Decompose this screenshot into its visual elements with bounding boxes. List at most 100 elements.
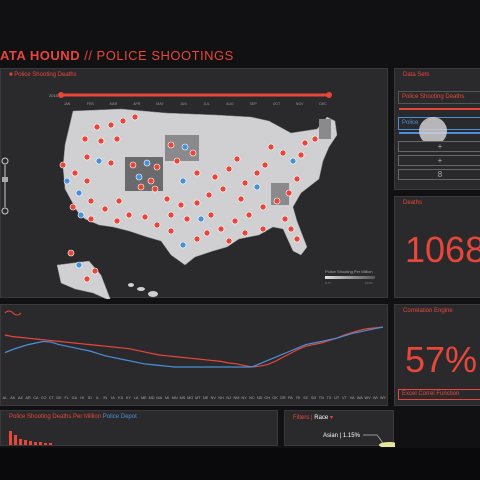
map-dot[interactable] xyxy=(167,227,175,235)
map-dot[interactable] xyxy=(301,139,309,147)
map-dot[interactable] xyxy=(293,235,301,243)
map-dot[interactable] xyxy=(59,161,67,169)
map-dot[interactable] xyxy=(197,215,205,223)
bar[interactable] xyxy=(9,431,12,445)
map-dot[interactable] xyxy=(193,169,201,177)
map-dot[interactable] xyxy=(225,237,233,245)
map-dot[interactable] xyxy=(179,241,187,249)
bar[interactable] xyxy=(49,443,52,445)
map-dot[interactable] xyxy=(153,221,161,229)
map-dot[interactable] xyxy=(231,217,239,225)
map-dot[interactable] xyxy=(237,195,245,203)
map-dot[interactable] xyxy=(107,159,115,167)
map-dot[interactable] xyxy=(293,175,301,183)
map-dot[interactable] xyxy=(273,197,281,205)
bar[interactable] xyxy=(14,435,17,445)
excel-correl-button[interactable]: Excel Correl Function xyxy=(398,389,480,400)
map-dot[interactable] xyxy=(181,143,189,151)
add-data-set-button[interactable]: + xyxy=(398,141,480,152)
map-dot[interactable] xyxy=(163,195,171,203)
map-dot[interactable] xyxy=(115,197,123,205)
map-dot[interactable] xyxy=(259,225,267,233)
filter-item-asian[interactable]: Asian | 1.15% xyxy=(323,433,360,439)
bar[interactable] xyxy=(39,442,42,445)
map-dot[interactable] xyxy=(311,135,319,143)
map-dot[interactable] xyxy=(147,177,155,185)
map-dot[interactable] xyxy=(113,217,121,225)
add-filter-button[interactable]: + xyxy=(398,155,480,166)
map-dot[interactable] xyxy=(153,163,161,171)
map-dot[interactable] xyxy=(205,191,213,199)
map-dot[interactable] xyxy=(245,211,253,219)
map-dot[interactable] xyxy=(233,155,241,163)
map-dot[interactable] xyxy=(219,185,227,193)
map-dot[interactable] xyxy=(129,161,137,169)
map-dot[interactable] xyxy=(131,113,139,121)
map-dot[interactable] xyxy=(83,177,91,185)
map-dot[interactable] xyxy=(81,135,89,143)
map-dot[interactable] xyxy=(193,235,201,243)
map-dot[interactable] xyxy=(253,169,261,177)
map-dot[interactable] xyxy=(253,183,261,191)
map-dot[interactable] xyxy=(125,211,133,219)
map-dot[interactable] xyxy=(241,179,249,187)
map-dot[interactable] xyxy=(211,173,219,181)
map-dot[interactable] xyxy=(207,211,215,219)
bar[interactable] xyxy=(34,442,37,445)
map-dot[interactable] xyxy=(167,141,175,149)
map-dot[interactable] xyxy=(183,215,191,223)
map-dot[interactable] xyxy=(193,199,201,207)
map-dot[interactable] xyxy=(137,183,145,191)
map-dot[interactable] xyxy=(287,225,295,233)
map-dot[interactable] xyxy=(87,197,95,205)
map-dot[interactable] xyxy=(77,211,85,219)
map-dot[interactable] xyxy=(93,123,101,131)
map-dot[interactable] xyxy=(141,213,149,221)
map-dot[interactable] xyxy=(135,173,143,181)
map-dot[interactable] xyxy=(297,151,305,159)
timeline-handle-start[interactable] xyxy=(58,92,64,98)
bar[interactable] xyxy=(19,439,22,445)
map-dot[interactable] xyxy=(91,267,99,275)
map-dot[interactable] xyxy=(267,143,275,151)
hawaii-island-1[interactable] xyxy=(128,283,134,287)
hawaii-island-2[interactable] xyxy=(137,287,145,291)
map-dot[interactable] xyxy=(281,215,289,223)
map-dot[interactable] xyxy=(87,215,95,223)
map-dot[interactable] xyxy=(151,185,159,193)
map-dot[interactable] xyxy=(259,203,267,211)
map-dot[interactable] xyxy=(143,159,151,167)
map-dot[interactable] xyxy=(203,229,211,237)
map-state-shade-ne[interactable] xyxy=(319,119,331,139)
map-dot[interactable] xyxy=(177,201,185,209)
map-dot[interactable] xyxy=(67,249,75,257)
timeline-handle-end[interactable] xyxy=(326,92,332,98)
bar[interactable] xyxy=(29,441,32,445)
bar[interactable] xyxy=(24,440,27,445)
lock-button[interactable]: 8 xyxy=(398,169,480,180)
map-dot[interactable] xyxy=(97,137,105,145)
bar[interactable] xyxy=(44,443,47,445)
map-dot[interactable] xyxy=(225,165,233,173)
map-dot[interactable] xyxy=(289,157,297,165)
zoom-out-button[interactable] xyxy=(1,207,9,215)
data-set-item-police[interactable]: Police xyxy=(398,117,480,130)
map-dot[interactable] xyxy=(83,275,91,283)
map-dot[interactable] xyxy=(167,211,175,219)
map-dot[interactable] xyxy=(83,153,91,161)
map-dot[interactable] xyxy=(69,203,77,211)
data-set-item-police-shooting-deaths[interactable]: Police Shooting Deaths xyxy=(398,91,480,104)
map-dot[interactable] xyxy=(261,161,269,169)
map-dot[interactable] xyxy=(119,117,127,125)
map-dot[interactable] xyxy=(71,169,79,177)
map-dot[interactable] xyxy=(63,177,71,185)
map-dot[interactable] xyxy=(101,205,109,213)
map-dot[interactable] xyxy=(113,135,121,143)
map-dot[interactable] xyxy=(75,189,83,197)
map-dot[interactable] xyxy=(285,189,293,197)
map-dot[interactable] xyxy=(173,157,181,165)
map-dot[interactable] xyxy=(179,177,187,185)
map-dot[interactable] xyxy=(279,149,287,157)
map-dot[interactable] xyxy=(189,149,197,157)
map-dot[interactable] xyxy=(95,157,103,165)
